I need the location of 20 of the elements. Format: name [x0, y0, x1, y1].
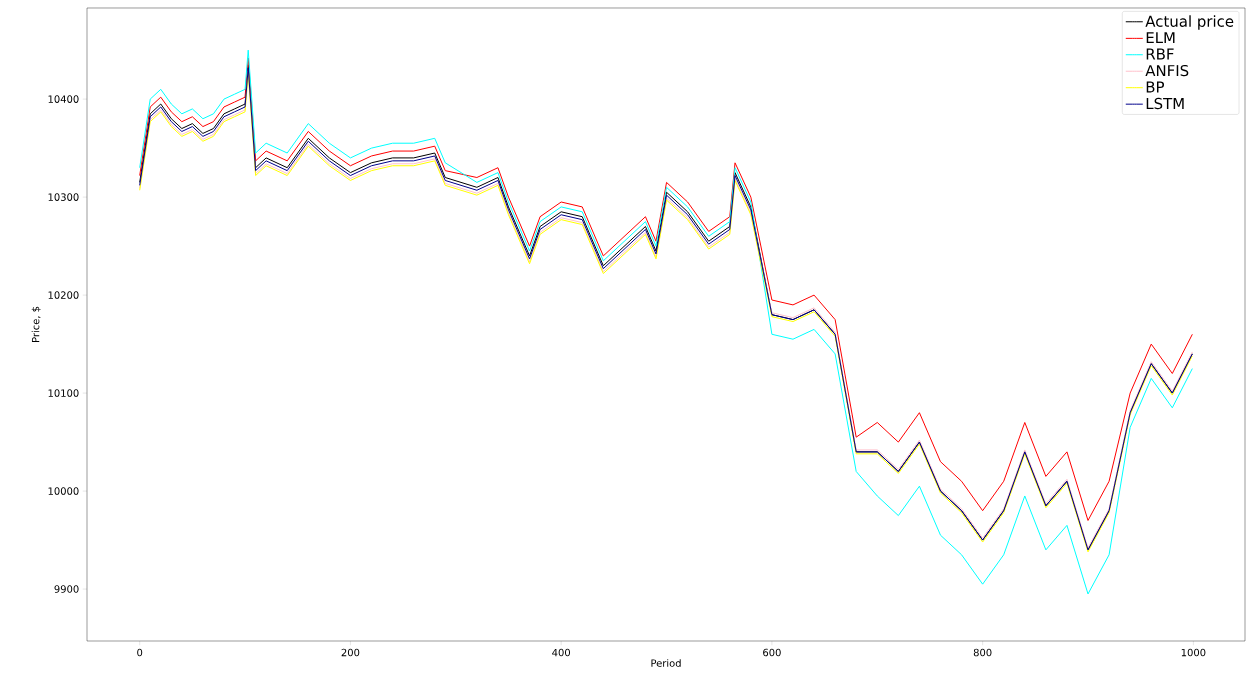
- legend-label: LSTM: [1146, 97, 1184, 110]
- legend-label: Actual price: [1145, 15, 1234, 30]
- legend-label: ELM: [1146, 32, 1175, 44]
- x-tick-label: 200: [341, 648, 360, 657]
- x-tick-label: 600: [763, 648, 781, 657]
- y-tick-label: 10200: [48, 291, 79, 299]
- x-tick-label: 1000: [1181, 648, 1206, 657]
- y-tick-label: 10300: [48, 193, 79, 201]
- y-tick-label: 10100: [48, 389, 79, 397]
- x-tick-label: 800: [973, 648, 992, 657]
- legend-label: ANFIS: [1145, 64, 1189, 77]
- x-axis-title: Period: [651, 659, 681, 667]
- legend-label: RBF: [1146, 48, 1174, 60]
- y-tick-label: 9900: [54, 585, 79, 593]
- y-tick-label: 10000: [48, 487, 79, 495]
- x-tick-label: 400: [552, 648, 571, 657]
- x-tick-label: 0: [137, 648, 143, 657]
- legend-label: BP: [1146, 81, 1165, 93]
- y-axis-title: Price, $: [31, 306, 41, 342]
- y-tick-label: 10400: [48, 95, 79, 103]
